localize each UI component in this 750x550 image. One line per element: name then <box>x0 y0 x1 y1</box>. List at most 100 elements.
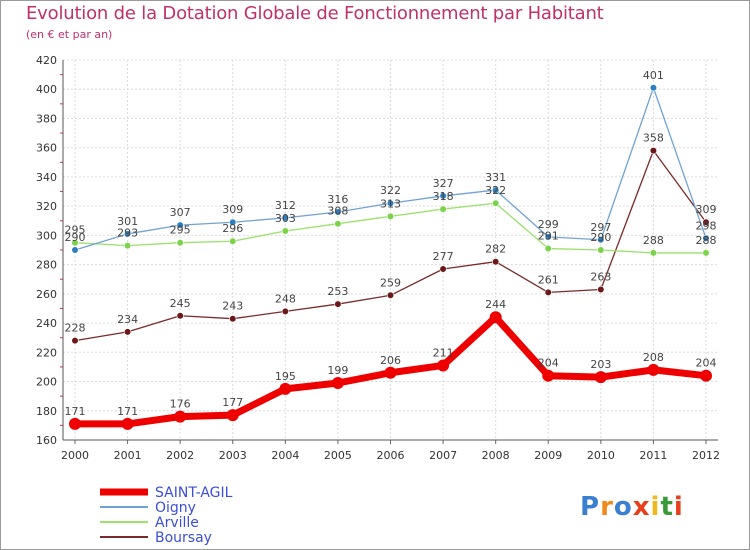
y-tick-label: 160 <box>36 434 57 447</box>
proxiti-logo: Proxiti <box>580 492 684 522</box>
legend-label: Oigny <box>155 500 196 516</box>
x-tick-label: 2000 <box>61 449 89 462</box>
data-point <box>702 234 710 242</box>
data-point <box>386 212 395 220</box>
x-tick-label: 2010 <box>587 449 615 462</box>
data-label: 301 <box>117 215 138 228</box>
data-point <box>597 285 605 294</box>
data-label: 327 <box>433 177 454 190</box>
x-tick-label: 2006 <box>377 449 405 462</box>
data-label: 282 <box>485 243 506 256</box>
data-label: 199 <box>327 364 348 377</box>
y-tick-label: 360 <box>36 142 57 155</box>
data-label: 291 <box>538 230 559 243</box>
y-tick-label: 320 <box>36 200 57 213</box>
x-tick-label: 2002 <box>166 449 194 462</box>
data-label: 299 <box>538 218 559 231</box>
logo-letter: r <box>600 492 614 522</box>
data-point <box>647 363 660 376</box>
data-label: 313 <box>380 197 401 210</box>
data-point <box>544 233 552 241</box>
data-label: 288 <box>643 234 664 247</box>
data-point <box>226 409 239 422</box>
data-label: 401 <box>643 69 664 82</box>
data-point <box>492 186 500 194</box>
y-tick-label: 420 <box>36 54 57 67</box>
data-label: 293 <box>117 227 138 240</box>
data-label: 322 <box>485 184 506 197</box>
data-label: 176 <box>170 398 191 411</box>
x-tick-label: 2007 <box>429 449 457 462</box>
data-label: 298 <box>696 219 717 232</box>
logo-letter: t <box>660 492 674 522</box>
data-label: 290 <box>65 231 86 244</box>
data-label: 295 <box>65 224 86 237</box>
data-point <box>123 230 132 238</box>
data-point <box>69 417 81 430</box>
chart-subtitle: (en € et par an) <box>26 28 113 41</box>
data-label: 307 <box>170 206 191 219</box>
data-label: 204 <box>538 357 559 370</box>
logo-letter: i <box>650 492 661 522</box>
data-point <box>492 199 500 207</box>
data-label: 309 <box>696 203 717 216</box>
data-label: 248 <box>275 292 296 305</box>
y-tick-label: 260 <box>36 288 57 301</box>
data-point <box>597 246 605 254</box>
x-tick-label: 2008 <box>482 449 510 462</box>
data-point <box>334 300 342 308</box>
x-tick-label: 2004 <box>271 449 299 462</box>
data-label: 171 <box>65 405 86 418</box>
data-point <box>174 410 187 423</box>
data-label: 263 <box>590 270 611 283</box>
data-point <box>331 377 344 389</box>
data-point <box>71 337 79 345</box>
data-point <box>492 258 500 266</box>
y-tick-label: 280 <box>36 259 57 272</box>
logo-letter: i <box>673 492 684 522</box>
y-tick-label: 340 <box>36 171 57 184</box>
data-label: 288 <box>696 234 717 247</box>
data-label: 244 <box>485 298 506 311</box>
data-label: 206 <box>380 354 401 367</box>
logo-letter: P <box>580 492 601 522</box>
data-label: 316 <box>327 193 348 206</box>
data-label: 228 <box>65 322 86 335</box>
data-point <box>281 214 289 222</box>
x-tick-label: 2009 <box>534 449 562 462</box>
data-point <box>439 205 447 213</box>
data-label: 297 <box>590 221 611 234</box>
data-point <box>229 315 237 323</box>
data-point <box>439 265 447 273</box>
y-tick-label: 200 <box>36 376 57 389</box>
y-tick-label: 380 <box>36 112 57 125</box>
data-point <box>334 220 342 228</box>
data-point <box>594 371 607 384</box>
data-point <box>386 199 395 207</box>
y-tick-label: 220 <box>36 346 57 359</box>
data-point <box>176 239 184 247</box>
data-point <box>334 208 342 216</box>
data-label: 309 <box>222 203 243 216</box>
data-point <box>229 218 237 226</box>
data-point <box>649 147 658 155</box>
data-label: 308 <box>327 205 348 218</box>
data-point <box>597 236 605 244</box>
data-label: 203 <box>590 358 611 371</box>
data-label: 245 <box>170 297 191 310</box>
data-label: 277 <box>433 250 454 263</box>
data-label: 204 <box>696 357 717 370</box>
y-tick-label: 400 <box>36 83 57 96</box>
y-tick-label: 180 <box>36 405 57 418</box>
data-point <box>281 227 289 235</box>
legend-label: Boursay <box>155 530 212 546</box>
legend-label: Arville <box>155 515 199 531</box>
data-label: 171 <box>117 405 138 418</box>
x-tick-label: 2011 <box>639 449 667 462</box>
data-label: 234 <box>117 313 138 326</box>
data-point <box>71 246 79 254</box>
data-label: 208 <box>643 351 664 364</box>
data-point <box>176 312 184 320</box>
data-point <box>544 288 552 296</box>
